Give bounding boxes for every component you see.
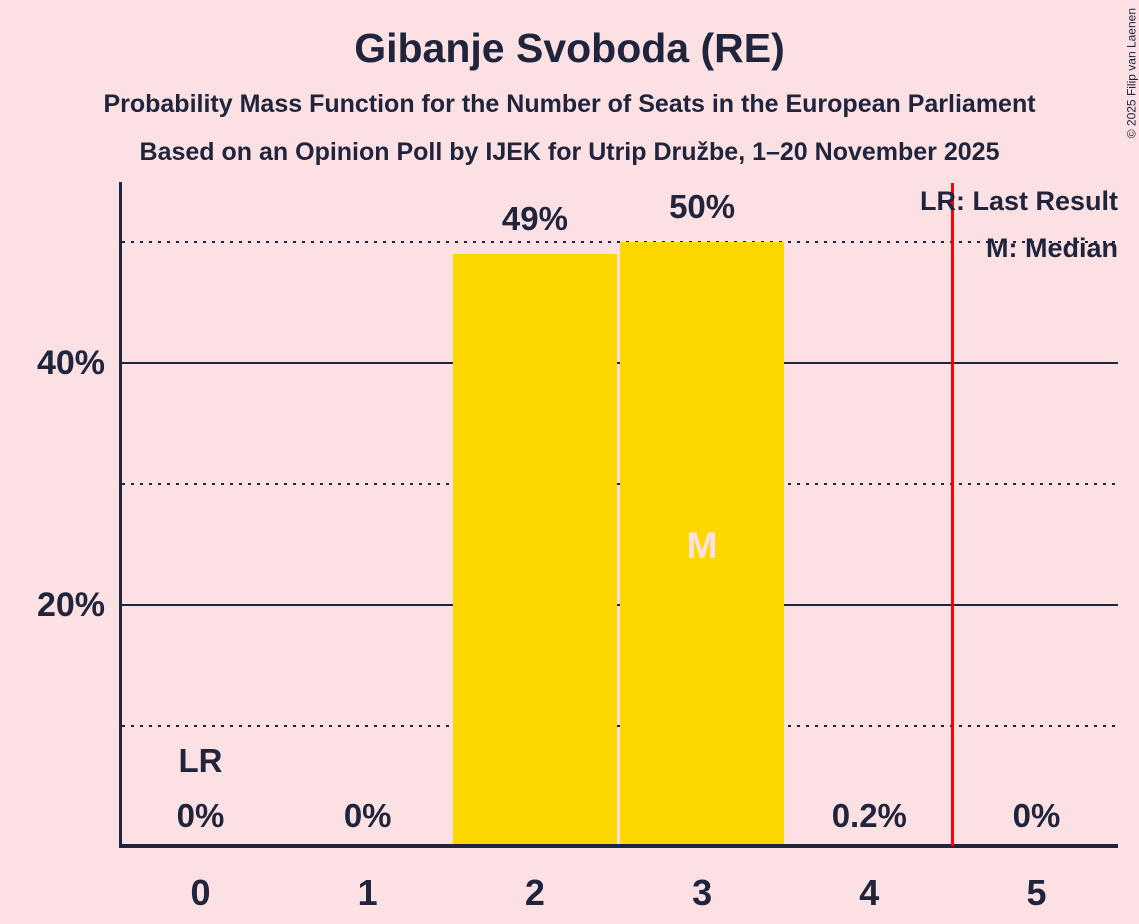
- gridline-dotted-30: [122, 482, 1118, 485]
- x-tick-label-5: 5: [1026, 872, 1047, 913]
- y-tick-label-40: 40%: [36, 343, 105, 382]
- bar-seat-3: [620, 242, 785, 846]
- x-tick-label-4: 4: [859, 872, 880, 913]
- value-label-seat-3: 50%: [669, 188, 736, 225]
- bar-seat-2: [452, 254, 617, 846]
- y-axis-line: [119, 182, 122, 848]
- value-label-seat-4: 0.2%: [831, 796, 907, 834]
- x-tick-label-2: 2: [524, 872, 545, 913]
- median-marker: M: [686, 525, 718, 566]
- x-tick-label-3: 3: [692, 872, 713, 913]
- copyright-notice: © 2025 Filip van Laenen: [1124, 8, 1138, 139]
- last-result-marker: LR: [178, 742, 223, 779]
- value-label-seat-5: 0%: [1012, 796, 1061, 834]
- value-label-seat-1: 0%: [343, 796, 392, 834]
- gridline-dotted-50: [122, 241, 1118, 243]
- value-label-seat-0: 0%: [176, 796, 225, 834]
- gridline-solid-40: [122, 361, 1118, 364]
- y-tick-label-20: 20%: [36, 585, 105, 624]
- chart-subtitle: Probability Mass Function for the Number…: [103, 90, 1036, 118]
- last-result-line: [951, 183, 955, 846]
- gridline-dotted-10: [122, 724, 1118, 727]
- gridline-solid-20: [122, 603, 1118, 606]
- legend-median: M: Median: [986, 233, 1118, 263]
- poll-info-line: Based on an Opinion Poll by IJEK for Utr…: [139, 138, 1000, 166]
- value-label-seat-2: 49%: [501, 200, 568, 238]
- x-tick-label-0: 0: [190, 872, 211, 913]
- x-axis-line: [119, 844, 1118, 848]
- legend-last-result: LR: Last Result: [919, 186, 1118, 216]
- x-tick-label-1: 1: [357, 872, 378, 913]
- chart-title: Gibanje Svoboda (RE): [354, 25, 785, 71]
